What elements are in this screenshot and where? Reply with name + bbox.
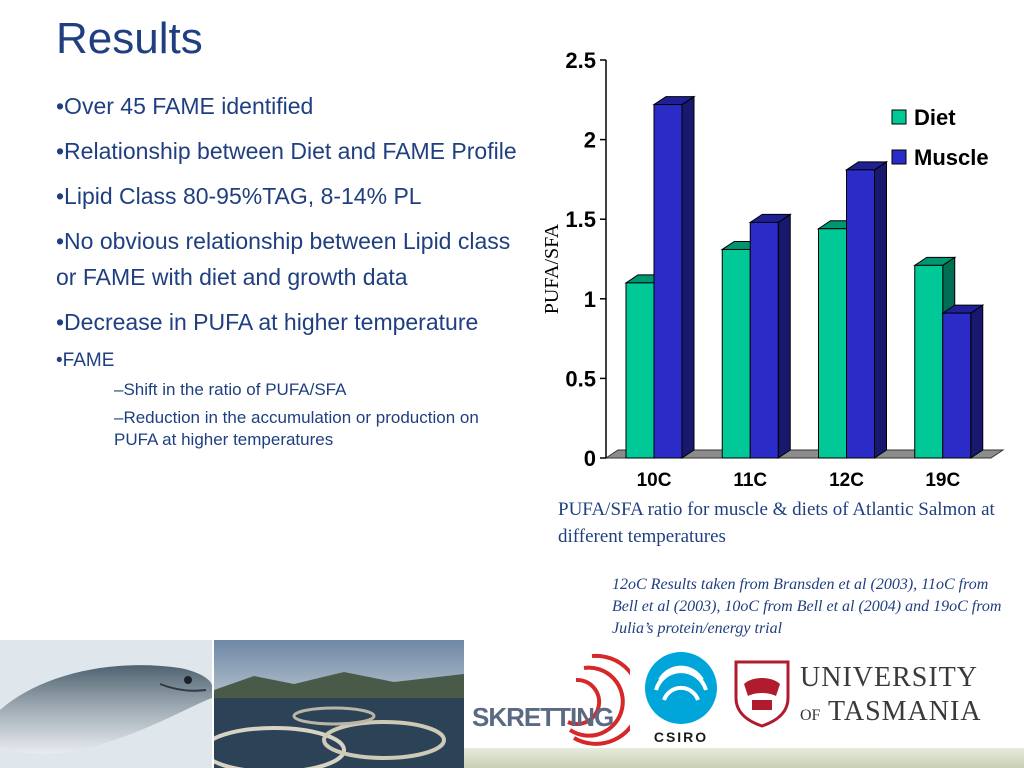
y-tick-label: 1	[584, 287, 596, 312]
y-tick-label: 2	[584, 128, 596, 153]
footer-strip	[464, 748, 1024, 768]
bullet-list: •Over 45 FAME identified •Relationship b…	[56, 88, 526, 457]
utas-line1: UNIVERSITY	[800, 662, 978, 693]
bullet-item: •Over 45 FAME identified	[56, 93, 314, 119]
chart-caption: PUFA/SFA ratio for muscle & diets of Atl…	[558, 499, 995, 547]
legend-swatch-diet	[891, 109, 907, 125]
x-tick-label: 10C	[637, 470, 672, 491]
bullet-item: •No obvious relationship between Lipid c…	[56, 228, 511, 290]
x-tick-label: 11C	[733, 470, 767, 491]
csiro-logo: CSIRO	[645, 652, 717, 745]
bar-muscle-12c	[846, 169, 875, 459]
bar-side	[777, 213, 791, 459]
bar-muscle-19c	[942, 312, 972, 459]
skretting-logo: SKRETTING	[472, 653, 630, 746]
y-tick-label: 1.5	[565, 207, 596, 232]
bullet-item: •Decrease in PUFA at higher temperature	[56, 309, 479, 335]
bar-diet-19c	[914, 264, 944, 459]
university-of-tasmania-logo: UNIVERSITY OF TASMANIA	[734, 660, 982, 728]
salmon-photo	[0, 640, 212, 768]
svg-text:CSIRO: CSIRO	[654, 729, 708, 745]
pufa-sfa-bar-chart: 0 0.5 1 1.5 2 2.5 PUFA/SFA 10C 11C 12C 19C Diet Musc…	[541, 48, 1005, 491]
svg-text:SKRETTING: SKRETTING	[472, 702, 613, 732]
x-tick-label: 12C	[829, 470, 864, 491]
legend-label-diet: Diet	[914, 105, 956, 130]
y-axis-label: PUFA/SFA	[541, 223, 563, 314]
bullet-item: •Lipid Class 80-95%TAG, 8-14% PL	[56, 183, 422, 209]
y-tick-label: 0	[584, 446, 596, 471]
bullet-item: •Relationship between Diet and FAME Prof…	[56, 138, 517, 164]
sub-bullet-item: –Reduction in the accumulation or produc…	[114, 408, 479, 449]
bar-muscle-10c	[653, 104, 683, 459]
bar-muscle-11c	[749, 221, 779, 459]
sub-bullet-item: –Shift in the ratio of PUFA/SFA	[114, 380, 347, 399]
bar-diet-10c	[625, 282, 655, 459]
fish-farm-photo	[214, 640, 464, 768]
y-tick-label: 0.5	[565, 366, 596, 391]
source-note: 12oC Results taken from Bransden et al (…	[612, 576, 1002, 637]
bar-diet-11c	[721, 248, 751, 459]
bullet-item: •FAME	[56, 350, 115, 371]
bar-side	[874, 160, 887, 459]
x-tick-label: 19C	[925, 470, 960, 491]
legend-swatch-muscle	[891, 149, 907, 165]
bar-side	[681, 95, 695, 459]
legend-label-muscle: Muscle	[914, 145, 989, 170]
slide-title: Results	[56, 14, 203, 63]
bar-diet-12c	[818, 228, 847, 459]
utas-of: OF	[800, 707, 821, 724]
y-tick-label: 2.5	[565, 48, 596, 73]
utas-line2: TASMANIA	[828, 696, 982, 727]
bar-side	[970, 304, 984, 459]
